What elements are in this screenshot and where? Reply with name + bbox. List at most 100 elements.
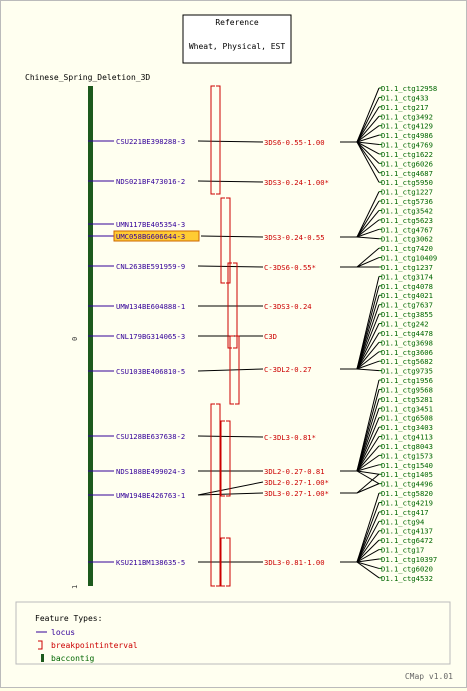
contig-label[interactable]: D1.1_ctg4687 xyxy=(381,169,433,178)
contig-label[interactable]: D1.1_ctg4219 xyxy=(381,498,433,507)
contig-label[interactable]: D1.1_ctg9568 xyxy=(381,385,433,394)
contig-fan-line xyxy=(357,201,379,237)
contig-label[interactable]: D1.1_ctg4137 xyxy=(381,527,433,536)
contig-label[interactable]: D1.1_ctg4767 xyxy=(381,225,433,234)
contig-label[interactable]: D1.1_ctg6472 xyxy=(381,536,433,545)
contig-label[interactable]: D1.1_ctg1540 xyxy=(381,461,433,470)
contig-label[interactable]: D1.1_ctg3492 xyxy=(381,112,433,121)
contig-fan-line xyxy=(357,237,379,239)
bins-layer: 3DS6-0.55-1.00 3DS3-0.24-1.00* 3DS3-0.24-0… xyxy=(264,138,329,567)
bin-bracket xyxy=(216,404,220,586)
bin-label[interactable]: C-3DS6-0.55* xyxy=(264,263,316,272)
contig-label[interactable]: D1.1_ctg94 xyxy=(381,517,424,526)
contig-fan-line xyxy=(357,248,379,267)
contig-label[interactable]: D1.1_ctg4986 xyxy=(381,131,433,140)
contig-label[interactable]: D1.1_ctg5682 xyxy=(381,357,433,366)
bin-label[interactable]: 3DL3-0.27-1.00* xyxy=(264,489,329,498)
contig-fan-line xyxy=(357,305,379,369)
contig-label[interactable]: D1.1_ctg1227 xyxy=(381,188,433,197)
version-label: CMap v1.01 xyxy=(405,672,453,681)
contig-label[interactable]: D1.1_ctg4769 xyxy=(381,141,433,150)
contig-label[interactable]: D1.1_ctg4478 xyxy=(381,329,433,338)
contig-label[interactable]: D1.1_ctg3062 xyxy=(381,235,433,244)
bin-label[interactable]: 3DL2-0.27-0.81 xyxy=(264,467,325,476)
locus-label[interactable]: NDS188BE499024-3 xyxy=(116,467,185,476)
locus-label[interactable]: UMN117BE405354-3 xyxy=(116,220,185,229)
map-title[interactable]: Chinese_Spring_Deletion_3D xyxy=(25,73,150,82)
bracket-icon xyxy=(38,641,42,649)
bin-label[interactable]: C-3DS3-0.24 xyxy=(264,302,312,311)
bin-label[interactable]: 3DL3-0.81-1.00 xyxy=(264,558,325,567)
contig-label[interactable]: D1.1_ctg5623 xyxy=(381,216,433,225)
bin-bracket xyxy=(216,86,220,194)
contig-label[interactable]: D1.1_ctg3174 xyxy=(381,272,433,281)
contig-label[interactable]: D1.1_ctg1237 xyxy=(381,263,433,272)
contig-label[interactable]: D1.1_ctg3606 xyxy=(381,348,433,357)
contig-label[interactable]: D1.1_ctg3855 xyxy=(381,310,433,319)
connector-lines xyxy=(198,88,379,578)
contig-label[interactable]: D1.1_ctg5950 xyxy=(381,178,433,187)
reference-box[interactable]: Reference Wheat, Physical, EST xyxy=(183,15,291,63)
bin-label[interactable]: 3DS6-0.55-1.00 xyxy=(264,138,325,147)
locus-label[interactable]: UMW134BE604888-1 xyxy=(116,302,185,311)
bin-label[interactable]: 3DS3-0.24-1.00* xyxy=(264,178,329,187)
bin-bracket xyxy=(221,421,225,496)
contig-label[interactable]: D1.1_ctg7420 xyxy=(381,244,433,253)
contig-label[interactable]: D1.1_ctg4532 xyxy=(381,574,433,583)
contig-label[interactable]: D1.1_ctg9735 xyxy=(381,367,433,376)
contig-label[interactable]: D1.1_ctg5281 xyxy=(381,395,433,404)
locus-label[interactable]: CSU103BE406810-5 xyxy=(116,367,185,376)
contig-label[interactable]: D1.1_ctg8043 xyxy=(381,442,433,451)
contig-label[interactable]: D1.1_ctg242 xyxy=(381,320,429,329)
contig-label[interactable]: D1.1_ctg10409 xyxy=(381,254,437,263)
contig-label[interactable]: D1.1_ctg1622 xyxy=(381,150,433,159)
contig-label[interactable]: D1.1_ctg433 xyxy=(381,93,429,102)
contig-label[interactable]: D1.1_ctg7637 xyxy=(381,301,433,310)
contig-label[interactable]: D1.1_ctg6508 xyxy=(381,414,433,423)
axis-tick-bottom: 1 xyxy=(71,585,79,589)
locus-label[interactable]: CNL179BG314065-3 xyxy=(116,332,185,341)
contig-label[interactable]: D1.1_ctg1956 xyxy=(381,376,433,385)
contig-label[interactable]: D1.1_ctg10397 xyxy=(381,555,437,564)
contig-label[interactable]: D1.1_ctg417 xyxy=(381,508,429,517)
contig-label[interactable]: D1.1_ctg6026 xyxy=(381,159,433,168)
contig-label[interactable]: D1.1_ctg4021 xyxy=(381,291,433,300)
bin-bracket xyxy=(226,421,230,496)
locus-label[interactable]: KSU211BM138635-5 xyxy=(116,558,185,567)
contig-label[interactable]: D1.1_ctg6020 xyxy=(381,564,433,573)
contig-label[interactable]: D1.1_ctg3698 xyxy=(381,338,433,347)
contig-fan-line xyxy=(357,107,379,142)
contig-label[interactable]: D1.1_ctg12958 xyxy=(381,84,437,93)
locus-label[interactable]: UMC058BG606644-3 xyxy=(116,232,185,241)
locus-label[interactable]: UMW194BE426763-1 xyxy=(116,491,185,500)
bin-label[interactable]: 3DL2-0.27-1.00* xyxy=(264,478,329,487)
locus-label[interactable]: NDS021BF473016-2 xyxy=(116,177,185,186)
contig-label[interactable]: D1.1_ctg3451 xyxy=(381,404,433,413)
bin-label[interactable]: C-3DL2-0.27 xyxy=(264,365,312,374)
contig-label[interactable]: D1.1_ctg3542 xyxy=(381,206,433,215)
locus-label[interactable]: CNL263BE591959-9 xyxy=(116,262,185,271)
locus-label[interactable]: CSU221BE398288-3 xyxy=(116,137,185,146)
locus-label[interactable]: CSU128BE637638-2 xyxy=(116,432,185,441)
contig-label[interactable]: D1.1_ctg4113 xyxy=(381,433,433,442)
contig-label[interactable]: D1.1_ctg5820 xyxy=(381,489,433,498)
bin-label[interactable]: 3DS3-0.24-0.55 xyxy=(264,233,325,242)
contig-label[interactable]: D1.1_ctg17 xyxy=(381,546,424,555)
contig-label[interactable]: D1.1_ctg3403 xyxy=(381,423,433,432)
contig-fan-line xyxy=(357,369,379,371)
contig-label[interactable]: D1.1_ctg217 xyxy=(381,103,429,112)
contig-label[interactable]: D1.1_ctg4129 xyxy=(381,122,433,131)
contig-label[interactable]: D1.1_ctg4496 xyxy=(381,480,433,489)
bin-bracket xyxy=(221,198,225,283)
reference-title: Reference xyxy=(215,18,259,27)
contig-label[interactable]: D1.1_ctg1573 xyxy=(381,451,433,460)
contig-label[interactable]: D1.1_ctg5736 xyxy=(381,197,433,206)
contig-label[interactable]: D1.1_ctg1405 xyxy=(381,470,433,479)
contig-fan-line xyxy=(357,502,379,562)
bin-label[interactable]: C-3DL3-0.81* xyxy=(264,433,316,442)
axis-tick-top: 0 xyxy=(71,337,79,341)
contig-label[interactable]: D1.1_ctg4078 xyxy=(381,282,433,291)
loci-layer: CSU221BE398288-3 NDS021BF473016-2 UMN117BE… xyxy=(88,137,199,567)
bin-label[interactable]: C3D xyxy=(264,332,277,341)
